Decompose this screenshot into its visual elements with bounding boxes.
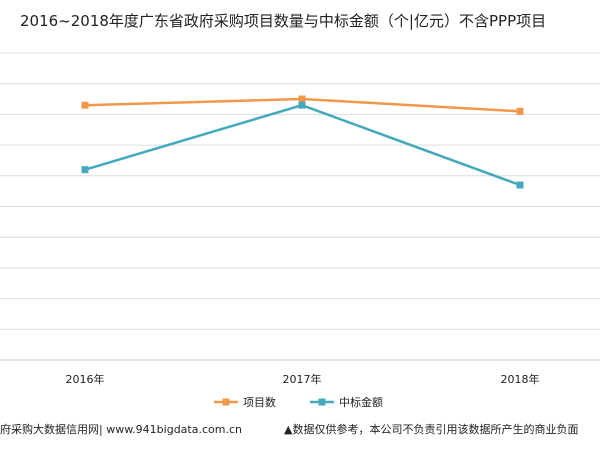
legend-swatch-marker [318,398,326,406]
gridlines [0,52,600,361]
x-tick-label: 2017年 [283,372,322,386]
source-credit: 府采购大数据信用网| www.941bigdata.com.cn [0,423,242,436]
chart-title: 2016~2018年度广东省政府采购项目数量与中标金额（个|亿元）不含PPP项目 [20,12,547,30]
legend-swatch-marker [222,398,230,406]
data-point [298,101,306,109]
series-lines [81,95,524,189]
disclaimer-text: ▲数据仅供参考，本公司不负责引用该数据所产生的商业负面 [284,423,579,436]
data-point [81,166,89,174]
data-point [81,101,89,109]
x-tick-label: 2018年 [501,372,540,386]
data-point [516,107,524,115]
data-point [516,181,524,189]
legend-label: 中标金额 [339,395,383,409]
legend: 项目数 中标金额 [214,395,383,409]
x-axis-labels: 2016年 2017年 2018年 [66,372,540,386]
data-point [298,95,306,103]
legend-label: 项目数 [243,396,276,409]
x-tick-label: 2016年 [66,372,105,386]
